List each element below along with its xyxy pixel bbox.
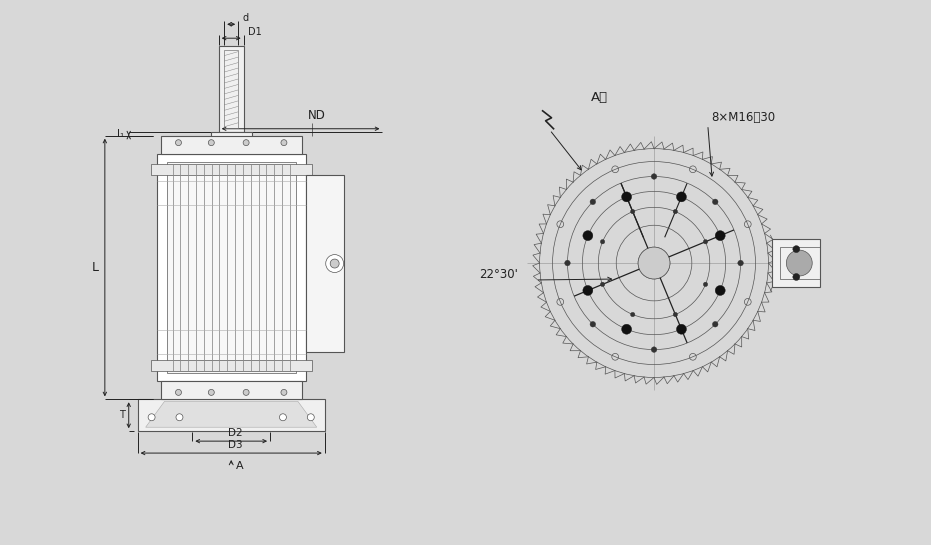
Bar xyxy=(224,50,238,128)
Circle shape xyxy=(326,255,344,272)
Circle shape xyxy=(209,140,214,146)
Circle shape xyxy=(175,140,182,146)
Circle shape xyxy=(737,261,743,266)
Circle shape xyxy=(630,312,635,317)
Circle shape xyxy=(652,174,656,179)
Circle shape xyxy=(148,414,155,421)
Polygon shape xyxy=(145,401,317,427)
Circle shape xyxy=(583,286,593,295)
Bar xyxy=(167,161,296,373)
Circle shape xyxy=(590,199,596,204)
Text: A向: A向 xyxy=(591,92,608,105)
Bar xyxy=(160,382,302,399)
Bar xyxy=(219,46,244,132)
Circle shape xyxy=(787,250,812,276)
Circle shape xyxy=(565,261,571,266)
Bar xyxy=(160,136,302,154)
Text: l₁: l₁ xyxy=(117,129,125,139)
Circle shape xyxy=(281,140,287,146)
Circle shape xyxy=(209,389,214,395)
Bar xyxy=(780,247,820,279)
Bar xyxy=(213,146,250,150)
Text: A: A xyxy=(236,461,244,471)
Circle shape xyxy=(673,209,678,214)
Bar xyxy=(151,360,312,372)
Circle shape xyxy=(793,274,800,281)
Circle shape xyxy=(600,282,605,287)
Circle shape xyxy=(600,240,605,244)
Circle shape xyxy=(175,389,182,395)
Bar xyxy=(210,132,251,146)
Text: ND: ND xyxy=(308,109,326,122)
Circle shape xyxy=(243,389,250,395)
Circle shape xyxy=(703,282,708,287)
Circle shape xyxy=(715,286,725,295)
Circle shape xyxy=(590,322,596,327)
Circle shape xyxy=(703,240,708,244)
Circle shape xyxy=(638,247,670,279)
Text: D2: D2 xyxy=(228,428,242,438)
Text: L: L xyxy=(92,261,99,274)
Text: 8×M16深30: 8×M16深30 xyxy=(711,111,776,124)
Circle shape xyxy=(243,140,250,146)
Circle shape xyxy=(622,324,631,334)
Bar xyxy=(773,239,820,287)
Circle shape xyxy=(281,389,287,395)
Text: 22°30': 22°30' xyxy=(479,269,518,281)
Circle shape xyxy=(677,324,686,334)
Bar xyxy=(305,175,344,352)
Circle shape xyxy=(715,231,725,240)
Bar xyxy=(156,154,305,382)
Circle shape xyxy=(712,199,718,204)
Bar xyxy=(138,399,325,431)
Bar xyxy=(151,164,312,175)
Text: D1: D1 xyxy=(248,27,262,37)
Circle shape xyxy=(677,192,686,202)
Circle shape xyxy=(652,347,656,353)
Circle shape xyxy=(630,209,635,214)
Circle shape xyxy=(279,414,287,421)
Circle shape xyxy=(712,322,718,327)
Circle shape xyxy=(176,414,183,421)
Circle shape xyxy=(331,259,339,268)
Text: T: T xyxy=(119,410,125,420)
Circle shape xyxy=(307,414,315,421)
Circle shape xyxy=(583,231,593,240)
Circle shape xyxy=(793,246,800,252)
Circle shape xyxy=(622,192,631,202)
Circle shape xyxy=(673,312,678,317)
Text: d: d xyxy=(242,13,249,23)
Text: D3: D3 xyxy=(228,440,242,450)
